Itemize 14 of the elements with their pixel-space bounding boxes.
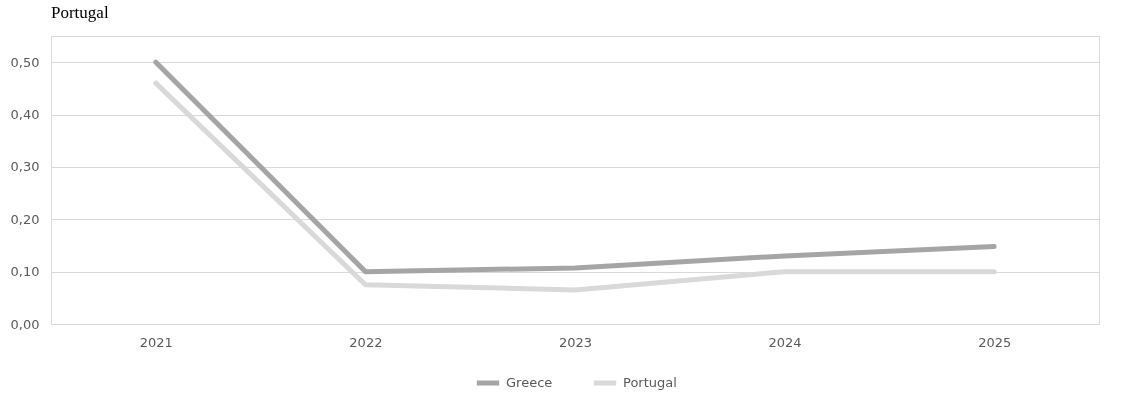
x-tick-label: 2025 (978, 334, 1012, 350)
y-tick-label: 0,40 (10, 107, 40, 123)
y-tick-label: 0,30 (10, 159, 40, 175)
x-tick-label: 2021 (139, 334, 173, 350)
y-tick-label: 0,00 (10, 316, 40, 332)
x-tick-label: 2024 (768, 334, 802, 350)
y-tick-label: 0,10 (10, 264, 40, 280)
x-tick-label: 2022 (349, 334, 383, 350)
chart-title: Portugal (51, 3, 109, 22)
x-tick-label: 2023 (558, 334, 593, 350)
legend-label: Greece (506, 375, 553, 390)
y-tick-label: 0,50 (10, 54, 40, 70)
y-tick-label: 0,20 (10, 211, 40, 227)
legend-label: Portugal (623, 375, 677, 390)
